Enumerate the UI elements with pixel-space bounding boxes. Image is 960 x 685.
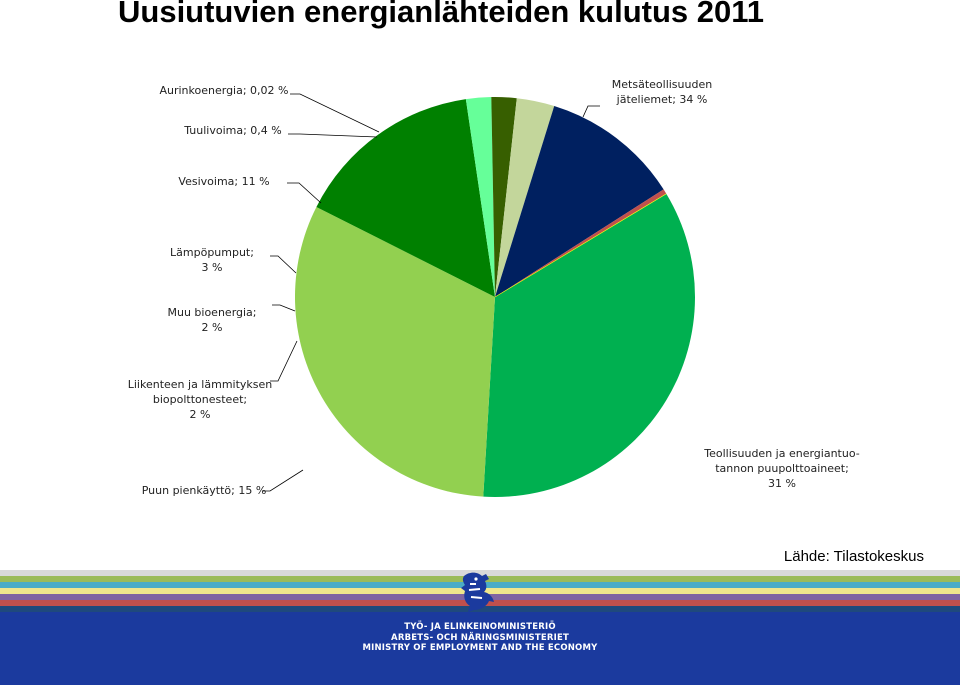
slice-label: Puun pienkäyttö; 15 % [142,484,267,497]
slice-label-line: Tuulivoima; 0,4 % [183,124,282,137]
coat-of-arms-lion-icon [461,572,494,612]
slice-label-line: Liikenteen ja lämmityksen [128,378,273,391]
leader-line [290,93,380,133]
footer-stripe [0,606,960,612]
slice-label-line: jäteliemet; 34 % [616,93,708,106]
slice-label-line: Lämpöpumput; [170,246,254,259]
slice-label-line: 2 % [190,408,211,421]
pie-chart: Metsäteollisuuden jäteliemet; 34 % Teollis… [128,78,860,498]
pie-slices [294,96,696,498]
pie-slice [465,97,495,297]
slice-label: Lämpöpumput; 3 % [170,246,254,274]
pie-slice [495,98,555,297]
slice-label: Tuulivoima; 0,4 % [183,124,282,137]
slice-label-line: 2 % [202,321,223,334]
leader-line [270,340,298,382]
slice-label-line: 31 % [768,477,796,490]
slice-label: Aurinkoenergia; 0,02 % [159,84,288,97]
footer-stripe [0,570,960,576]
slice-label-line: tannon puupolttoaineet; [715,462,849,475]
slice-label-line: Teollisuuden ja energiantuo- [703,447,860,460]
ministry-name-fi: TYÖ- JA ELINKEINOMINISTERIÖ [404,622,556,632]
slice-label: Teollisuuden ja energiantuo-tannon puupo… [703,447,860,490]
leader-line [270,255,297,274]
pie-slice [495,189,667,297]
footer-band [0,612,960,685]
slice-labels: Metsäteollisuuden jäteliemet; 34 % Teollis… [128,78,860,497]
pie-slice [316,99,495,297]
pie-slice [494,193,667,298]
ministry-name-sv: ARBETS- OCH NÄRINGSMINISTERIET [391,632,569,643]
slice-label: Liikenteen ja lämmityksen biopolttonestee… [128,378,273,421]
slice-label: Metsäteollisuuden jäteliemet; 34 % [612,78,712,106]
slice-label-line: Metsäteollisuuden [612,78,712,91]
leader-lines [262,93,600,492]
ministry-name: TYÖ- JA ELINKEINOMINISTERIÖ ARBETS- OCH … [0,622,960,654]
pie-slice [294,206,495,497]
leader-line [582,105,600,118]
pie-slice [491,96,517,297]
source-note: Lähde: Tilastokeskus [783,548,924,565]
slice-label-line: Puun pienkäyttö; 15 % [142,484,267,497]
leader-line [272,304,296,312]
slice-label: Muu bioenergia; 2 % [167,306,256,334]
slice-label-line: Vesivoima; 11 % [178,175,269,188]
slice-label-line: biopolttonesteet; [153,393,247,406]
chart-title: Uusiutuvien energianlähteiden kulutus 20… [118,0,765,29]
ministry-footer: TYÖ- JA ELINKEINOMINISTERIÖ ARBETS- OCH … [0,568,960,685]
ministry-name-en: MINISTRY OF EMPLOYMENT AND THE ECONOMY [362,643,598,653]
leader-line [287,182,322,204]
slice-label: Vesivoima; 11 % [178,175,269,188]
pie-slice [483,193,696,498]
leader-line [262,469,304,492]
pie-slice [495,105,664,297]
slice-label-line: 3 % [202,261,223,274]
leader-line [288,133,378,138]
slice-label-line: Muu bioenergia; [167,306,256,319]
slice-label-line: Aurinkoenergia; 0,02 % [159,84,288,97]
